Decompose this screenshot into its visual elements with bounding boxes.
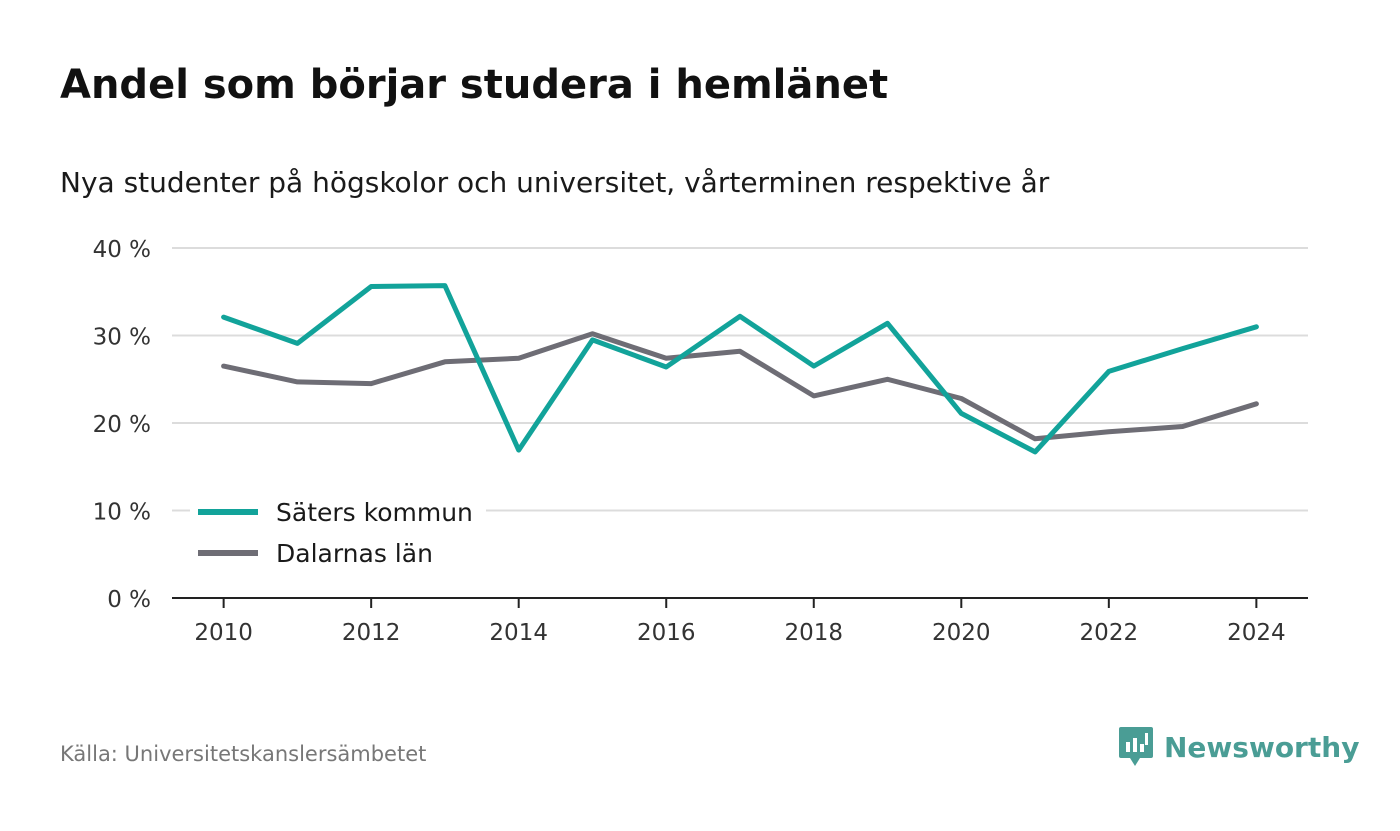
x-tick-label: 2012 xyxy=(342,620,401,646)
legend: Säters kommun Dalarnas län xyxy=(190,488,486,576)
x-tick-label: 2014 xyxy=(489,620,548,646)
chart-subtitle: Nya studenter på högskolor och universit… xyxy=(60,166,1050,199)
newsworthy-logo-icon xyxy=(1119,727,1153,766)
y-axis-tick-labels: 0 % 10 % 20 % 30 % 40 % xyxy=(93,237,151,613)
legend-label: Dalarnas län xyxy=(276,539,433,568)
y-tick-label: 0 % xyxy=(107,587,151,613)
legend-label: Säters kommun xyxy=(276,498,473,527)
source-note: Källa: Universitetskanslersämbetet xyxy=(60,742,427,766)
legend-background xyxy=(190,488,486,576)
series-line xyxy=(221,283,1259,455)
grid-lines xyxy=(172,247,1308,512)
series-lines xyxy=(221,283,1259,455)
y-tick-label: 20 % xyxy=(93,412,151,438)
brand-name: Newsworthy xyxy=(1164,730,1360,764)
x-tick-label: 2018 xyxy=(784,620,843,646)
chart-title: Andel som börjar studera i hemlänet xyxy=(60,62,889,108)
x-axis: 2010 2012 2014 2016 2018 2020 2022 2024 xyxy=(172,597,1308,646)
y-tick-label: 30 % xyxy=(93,325,151,351)
y-tick-label: 10 % xyxy=(93,500,151,526)
line-chart: 0 % 10 % 20 % 30 % 40 % Säters kommun Dalarna… xyxy=(93,237,1308,646)
x-tick-label: 2020 xyxy=(932,620,991,646)
x-tick-label: 2010 xyxy=(194,620,253,646)
y-tick-label: 40 % xyxy=(93,237,151,263)
x-tick-label: 2016 xyxy=(637,620,696,646)
brand-logo: Newsworthy xyxy=(1118,726,1359,768)
x-tick-label: 2022 xyxy=(1080,620,1139,646)
x-tick-label: 2024 xyxy=(1227,620,1286,646)
series-line xyxy=(221,331,1259,442)
